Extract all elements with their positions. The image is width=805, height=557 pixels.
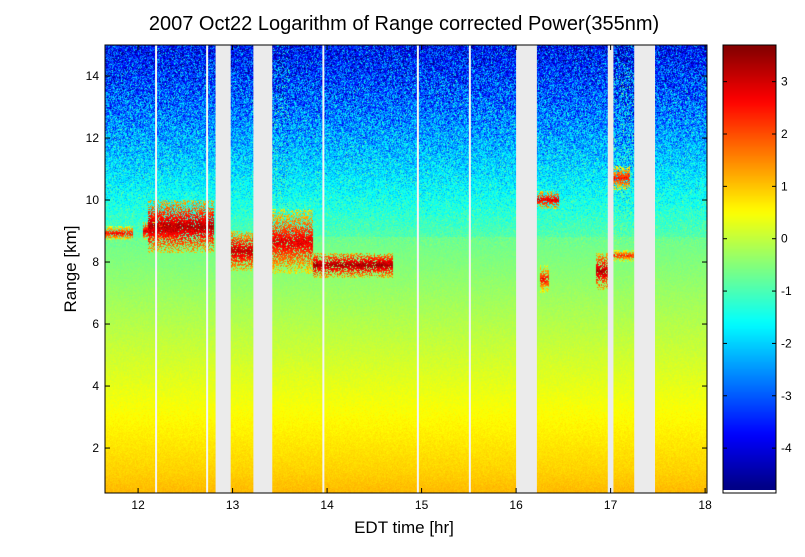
x-tick-label: 17 xyxy=(604,498,618,512)
data-gap-line xyxy=(155,45,158,493)
data-gap xyxy=(634,45,656,493)
data-gap-line xyxy=(416,45,419,493)
data-gap xyxy=(516,45,537,493)
x-axis: 12 13 14 15 16 17 18 xyxy=(131,45,712,512)
colorbar-image xyxy=(723,45,776,490)
y-axis: 2 4 6 8 10 12 14 xyxy=(86,69,707,455)
data-gap-line xyxy=(468,45,471,493)
colorbar-tick-label: 2 xyxy=(781,127,788,141)
x-tick-label: 16 xyxy=(509,498,523,512)
colorbar-tick-label: 0 xyxy=(781,232,788,246)
data-gap-line xyxy=(322,45,325,493)
y-tick-label: 2 xyxy=(92,441,99,455)
colorbar-tick-label: -4 xyxy=(781,441,792,455)
colorbar-frame xyxy=(722,44,777,494)
x-tick-label: 13 xyxy=(226,498,240,512)
data-gap-line xyxy=(206,45,209,493)
y-tick-label: 8 xyxy=(92,255,99,269)
x-tick-label: 18 xyxy=(698,498,712,512)
colorbar-tick-label: -3 xyxy=(781,389,792,403)
y-axis-label: Range [km] xyxy=(61,226,80,313)
colorbar-ticks: 3 2 1 0 -1 -2 -3 -4 xyxy=(723,75,792,455)
y-tick-label: 12 xyxy=(86,131,100,145)
x-tick-label: 15 xyxy=(415,498,429,512)
x-axis-label: EDT time [hr] xyxy=(354,518,454,537)
data-gap xyxy=(253,45,273,493)
colorbar-tick-label: 1 xyxy=(781,179,788,193)
colorbar-tick-label: 3 xyxy=(781,75,788,89)
x-tick-label: 12 xyxy=(131,498,145,512)
plot-frame xyxy=(104,44,708,494)
chart-title: 2007 Oct22 Logarithm of Range corrected … xyxy=(149,13,659,35)
heatmap-image xyxy=(105,45,707,493)
data-gap xyxy=(607,45,614,493)
data-gap xyxy=(215,45,231,493)
y-tick-label: 10 xyxy=(86,193,100,207)
y-tick-label: 4 xyxy=(92,379,99,393)
y-tick-label: 14 xyxy=(86,69,100,83)
x-tick-label: 14 xyxy=(320,498,334,512)
data-gaps xyxy=(155,45,656,493)
colorbar-tick-label: -2 xyxy=(781,336,792,350)
colorbar: 3 2 1 0 -1 -2 -3 -4 xyxy=(722,44,792,494)
colorbar-tick-label: -1 xyxy=(781,284,792,298)
y-tick-label: 6 xyxy=(92,317,99,331)
plot-area: 12 13 14 15 16 17 18 2 4 6 8 10 12 14 xyxy=(86,44,712,512)
